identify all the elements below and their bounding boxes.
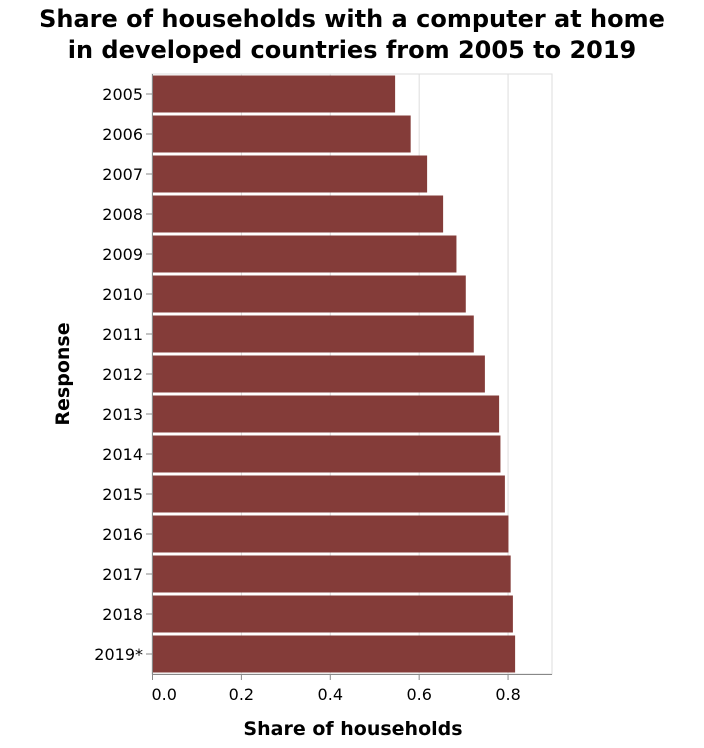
x-tick-label: 0.6 — [406, 685, 431, 704]
y-tick-label: 2005 — [102, 85, 143, 104]
y-axis-title: Response — [52, 322, 74, 425]
axes: 2005 2006 2007 2008 2009 2010 2011 2012 2013 2014… — [94, 74, 552, 704]
chart-title-line-2: in developed countries from 2005 to 2019 — [67, 36, 637, 64]
x-tick-label: 0.8 — [495, 685, 520, 704]
y-tick-label: 2006 — [102, 125, 143, 144]
y-tick-label: 2019* — [94, 645, 143, 664]
bar-2011 — [152, 315, 474, 353]
y-tick-label: 2010 — [102, 285, 143, 304]
y-tick-label: 2013 — [102, 405, 143, 424]
y-tick-label: 2015 — [102, 485, 143, 504]
bar-2017 — [152, 555, 511, 593]
bar-2005 — [152, 75, 396, 113]
bar-2018 — [152, 595, 513, 633]
x-tick-label: 0.2 — [229, 685, 254, 704]
bar-2010 — [152, 275, 466, 313]
y-tick-label: 2017 — [102, 565, 143, 584]
bar-2013 — [152, 395, 500, 433]
bar-2006 — [152, 115, 411, 153]
chart-title: Share of households with a computer at h… — [0, 4, 704, 66]
y-tick-label: 2016 — [102, 525, 143, 544]
y-tick-label: 2012 — [102, 365, 143, 384]
x-axis-title: Share of households — [243, 718, 462, 740]
bar-2012 — [152, 355, 485, 393]
y-tick-label: 2009 — [102, 245, 143, 264]
bars — [152, 75, 516, 673]
y-tick-label: 2011 — [102, 325, 143, 344]
y-tick-label: 2008 — [102, 205, 143, 224]
x-tick-label: 0.4 — [318, 685, 343, 704]
bar-2008 — [152, 195, 444, 233]
bar-2009 — [152, 235, 457, 273]
chart-title-line-1: Share of households with a computer at h… — [39, 5, 665, 33]
x-tick-label: 0.0 — [152, 685, 177, 704]
y-tick-label: 2007 — [102, 165, 143, 184]
y-tick-label: 2014 — [102, 445, 143, 464]
bar-2019 — [152, 635, 516, 673]
y-tick-label: 2018 — [102, 605, 143, 624]
bar-2014 — [152, 435, 501, 473]
bar-2007 — [152, 155, 428, 193]
bar-2015 — [152, 475, 505, 513]
bar-2016 — [152, 515, 509, 553]
